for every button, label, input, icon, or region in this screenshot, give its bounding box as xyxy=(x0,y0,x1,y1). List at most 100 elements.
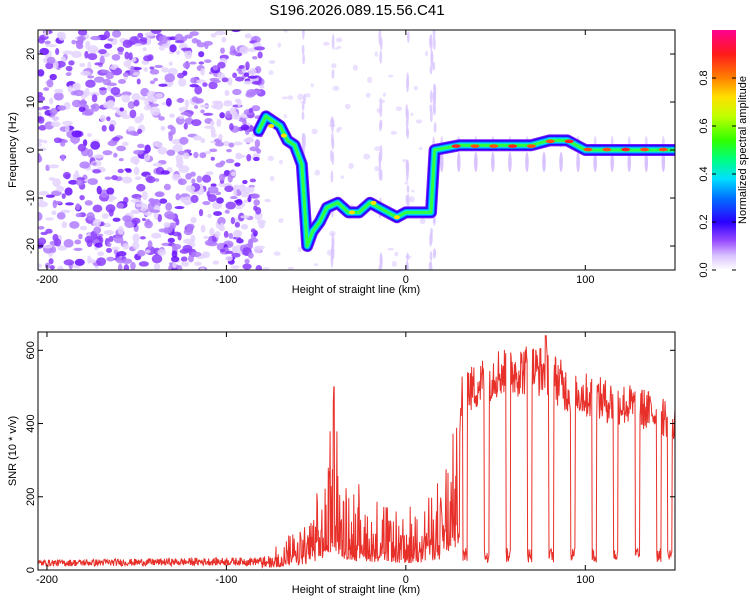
noise-blob xyxy=(210,183,217,187)
spectrogram-y-ticks: -20 -10 0 10 20 xyxy=(25,48,675,254)
noise-blob xyxy=(239,46,250,54)
streak-blob xyxy=(302,53,305,65)
noise-blob xyxy=(38,263,42,269)
noise-blob xyxy=(231,30,241,33)
spike-blob xyxy=(508,152,512,172)
noise-blob xyxy=(108,124,115,132)
noise-blob xyxy=(225,110,232,119)
ridge-hotspot xyxy=(370,200,377,205)
noise-blob xyxy=(40,231,48,236)
noise-blob xyxy=(57,245,68,251)
noise-blob xyxy=(55,48,60,55)
noise-blob xyxy=(177,72,185,79)
faint-blob xyxy=(348,162,354,170)
colorbar-tick-label: 0.4 xyxy=(698,166,710,181)
noise-blob xyxy=(236,238,244,244)
noise-blob xyxy=(84,200,93,206)
noise-blob xyxy=(243,199,249,203)
noise-blob xyxy=(202,112,214,116)
noise-blob xyxy=(180,256,188,262)
noise-blob xyxy=(150,30,162,34)
streak-blob xyxy=(428,261,432,270)
noise-blob xyxy=(201,251,211,259)
streak-blob xyxy=(405,161,409,171)
noise-blob xyxy=(130,65,135,75)
ridge-hotspot xyxy=(489,144,499,148)
noise-blob xyxy=(225,250,235,254)
noise-blob xyxy=(116,251,127,257)
faint-blob xyxy=(287,95,294,100)
noise-blob xyxy=(71,130,82,138)
noise-blob xyxy=(170,126,176,135)
streak-blob xyxy=(331,34,335,50)
faint-blob xyxy=(340,175,345,179)
noise-blob xyxy=(167,67,178,76)
noise-blob xyxy=(38,190,49,196)
noise-blob xyxy=(171,138,182,145)
noise-blob xyxy=(230,265,240,269)
noise-blob xyxy=(65,72,72,77)
noise-blob xyxy=(38,138,44,144)
noise-blob xyxy=(211,104,219,109)
noise-blob xyxy=(200,224,206,233)
ridge-hotspot xyxy=(526,144,536,148)
noise-blob xyxy=(184,201,190,206)
noise-blob xyxy=(128,52,133,61)
noise-blob xyxy=(117,51,124,55)
noise-blob xyxy=(247,196,252,203)
noise-blob xyxy=(134,43,143,47)
noise-blob xyxy=(194,85,203,95)
noise-blob xyxy=(39,47,50,56)
noise-blob xyxy=(203,235,210,240)
y-tick-label: -20 xyxy=(25,238,37,254)
noise-blob xyxy=(160,170,170,175)
noise-blob xyxy=(202,200,211,206)
x-tick-label: 100 xyxy=(576,574,594,586)
noise-blob xyxy=(218,173,226,182)
noise-blob xyxy=(163,221,171,228)
noise-blob xyxy=(231,114,241,120)
noise-blob xyxy=(200,109,205,114)
noise-blob xyxy=(198,61,205,65)
noise-blob xyxy=(38,143,42,147)
spike-blob xyxy=(593,152,597,172)
noise-blob xyxy=(46,44,57,48)
noise-blob xyxy=(247,240,254,249)
noise-blob xyxy=(75,40,83,49)
noise-blob xyxy=(122,176,133,184)
streak-blob xyxy=(330,132,334,147)
noise-blob xyxy=(38,212,43,221)
noise-blob xyxy=(253,156,260,162)
noise-blob xyxy=(172,144,183,153)
noise-blob xyxy=(140,96,147,101)
noise-blob xyxy=(90,35,101,41)
streak-blob xyxy=(379,37,383,51)
noise-blob xyxy=(163,183,171,191)
noise-blob xyxy=(190,216,197,224)
noise-blob xyxy=(167,237,175,243)
noise-blob xyxy=(137,32,144,38)
noise-blob xyxy=(99,55,105,65)
noise-blob xyxy=(138,261,149,267)
noise-blob xyxy=(154,92,164,99)
noise-blob xyxy=(48,164,60,169)
noise-blob xyxy=(207,194,217,203)
x-tick-label: -100 xyxy=(215,574,237,586)
noise-blob xyxy=(158,35,168,45)
noise-blob xyxy=(240,223,249,230)
faint-blob xyxy=(268,70,274,76)
noise-blob xyxy=(48,258,54,265)
noise-blob xyxy=(191,251,202,258)
noise-blob xyxy=(51,116,60,121)
noise-blob xyxy=(181,261,190,267)
noise-blob xyxy=(146,176,156,184)
noise-blob xyxy=(178,115,185,119)
snr-x-axis-label: Height of straight line (km) xyxy=(292,584,420,596)
noise-blob xyxy=(43,87,50,91)
noise-blob xyxy=(38,201,49,208)
ridge-hotspot xyxy=(545,139,555,144)
colorbar-tick-label: 0.2 xyxy=(698,214,710,229)
noise-blob xyxy=(117,225,124,235)
noise-blob xyxy=(167,213,175,220)
streak-blob xyxy=(405,194,409,204)
